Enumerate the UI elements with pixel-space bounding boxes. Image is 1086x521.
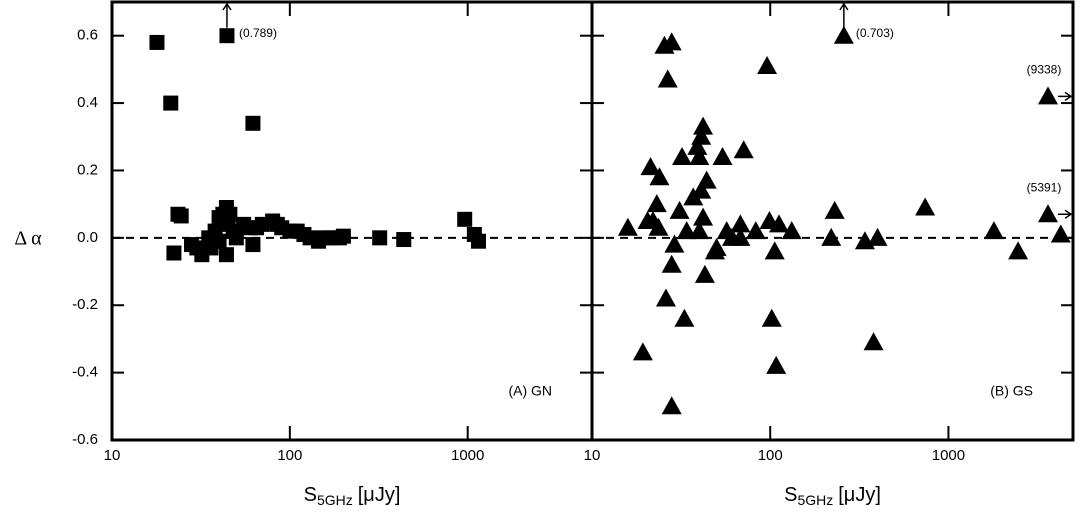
x-tick-label: 100	[277, 447, 302, 464]
point	[689, 146, 710, 165]
arrow	[222, 2, 232, 28]
point	[705, 241, 726, 260]
point	[245, 237, 261, 253]
point	[694, 264, 715, 283]
point	[661, 32, 682, 51]
point	[657, 69, 678, 88]
point	[335, 228, 351, 244]
point	[669, 200, 690, 219]
point	[693, 207, 714, 226]
point	[245, 115, 261, 131]
point	[833, 25, 854, 44]
x-label-unit: [μJy]	[358, 484, 401, 506]
point	[649, 167, 670, 186]
point	[396, 232, 412, 248]
y-tick-label: -0.6	[72, 431, 98, 448]
point	[693, 116, 714, 135]
x-label-main: S	[784, 484, 797, 506]
point	[983, 221, 1004, 240]
annotation: (9338)	[1027, 63, 1062, 77]
point	[211, 233, 227, 249]
x-tick-label: 1000	[932, 447, 965, 464]
point	[821, 227, 842, 246]
plot-frame	[590, 0, 1075, 442]
point	[228, 230, 244, 246]
point	[655, 288, 676, 307]
point	[676, 221, 697, 240]
point	[766, 355, 787, 374]
point	[683, 187, 704, 206]
x-tick-label: 10	[104, 447, 121, 464]
point	[824, 200, 845, 219]
x-axis-label: S5GHz [μJy]	[304, 484, 401, 507]
point	[470, 233, 486, 249]
point	[687, 136, 708, 155]
point	[661, 254, 682, 273]
point	[218, 247, 234, 263]
point	[664, 234, 685, 253]
y-tick-label: 0.2	[77, 161, 98, 178]
point	[863, 332, 884, 351]
x-label-sub: 5GHz	[317, 492, 353, 508]
x-tick-label: 100	[758, 447, 783, 464]
point	[648, 217, 669, 236]
point	[1050, 224, 1071, 243]
point	[184, 237, 200, 253]
x-axis-label: S5GHz [μJy]	[784, 484, 881, 507]
point	[1038, 86, 1059, 105]
point	[761, 308, 782, 327]
point	[674, 308, 695, 327]
y-tick-label: 0.6	[77, 27, 98, 44]
point	[640, 157, 661, 176]
point	[617, 217, 638, 236]
y-tick-label: 0.0	[77, 229, 98, 246]
point	[166, 245, 182, 261]
point	[661, 396, 682, 415]
y-axis-label: Δ α	[14, 228, 42, 250]
y-tick-label: -0.2	[72, 296, 98, 313]
x-label-sub: 5GHz	[797, 492, 833, 508]
point	[764, 241, 785, 260]
point	[173, 208, 189, 224]
point	[854, 231, 875, 250]
panel-label: (A) GN	[508, 383, 552, 399]
point	[149, 34, 165, 50]
x-label-unit: [μJy]	[838, 484, 881, 506]
point	[781, 221, 802, 240]
panel-label: (B) GS	[990, 383, 1033, 399]
point	[689, 221, 710, 240]
x-tick-label: 1000	[451, 447, 484, 464]
point	[716, 221, 737, 240]
point	[745, 221, 766, 240]
x-tick-label: 10	[584, 447, 601, 464]
point	[768, 214, 789, 233]
point	[712, 146, 733, 165]
x-label-main: S	[304, 484, 317, 506]
annotation: (0.789)	[239, 26, 277, 40]
point	[757, 56, 778, 75]
y-tick-label: -0.4	[72, 364, 98, 381]
point	[915, 197, 936, 216]
annotation: (5391)	[1027, 180, 1062, 194]
point	[672, 146, 693, 165]
y-tick-label: 0.4	[77, 94, 98, 111]
point	[867, 227, 888, 246]
point	[163, 95, 179, 111]
arrow	[839, 2, 849, 28]
annotation: (0.703)	[856, 26, 894, 40]
point	[646, 194, 667, 213]
point	[372, 230, 388, 246]
point	[1038, 204, 1059, 223]
arrow	[1058, 91, 1073, 101]
point	[457, 211, 473, 227]
point	[632, 342, 653, 361]
point	[730, 214, 751, 233]
point	[219, 28, 235, 44]
point	[733, 140, 754, 159]
point	[1008, 241, 1029, 260]
arrow	[1058, 209, 1073, 219]
